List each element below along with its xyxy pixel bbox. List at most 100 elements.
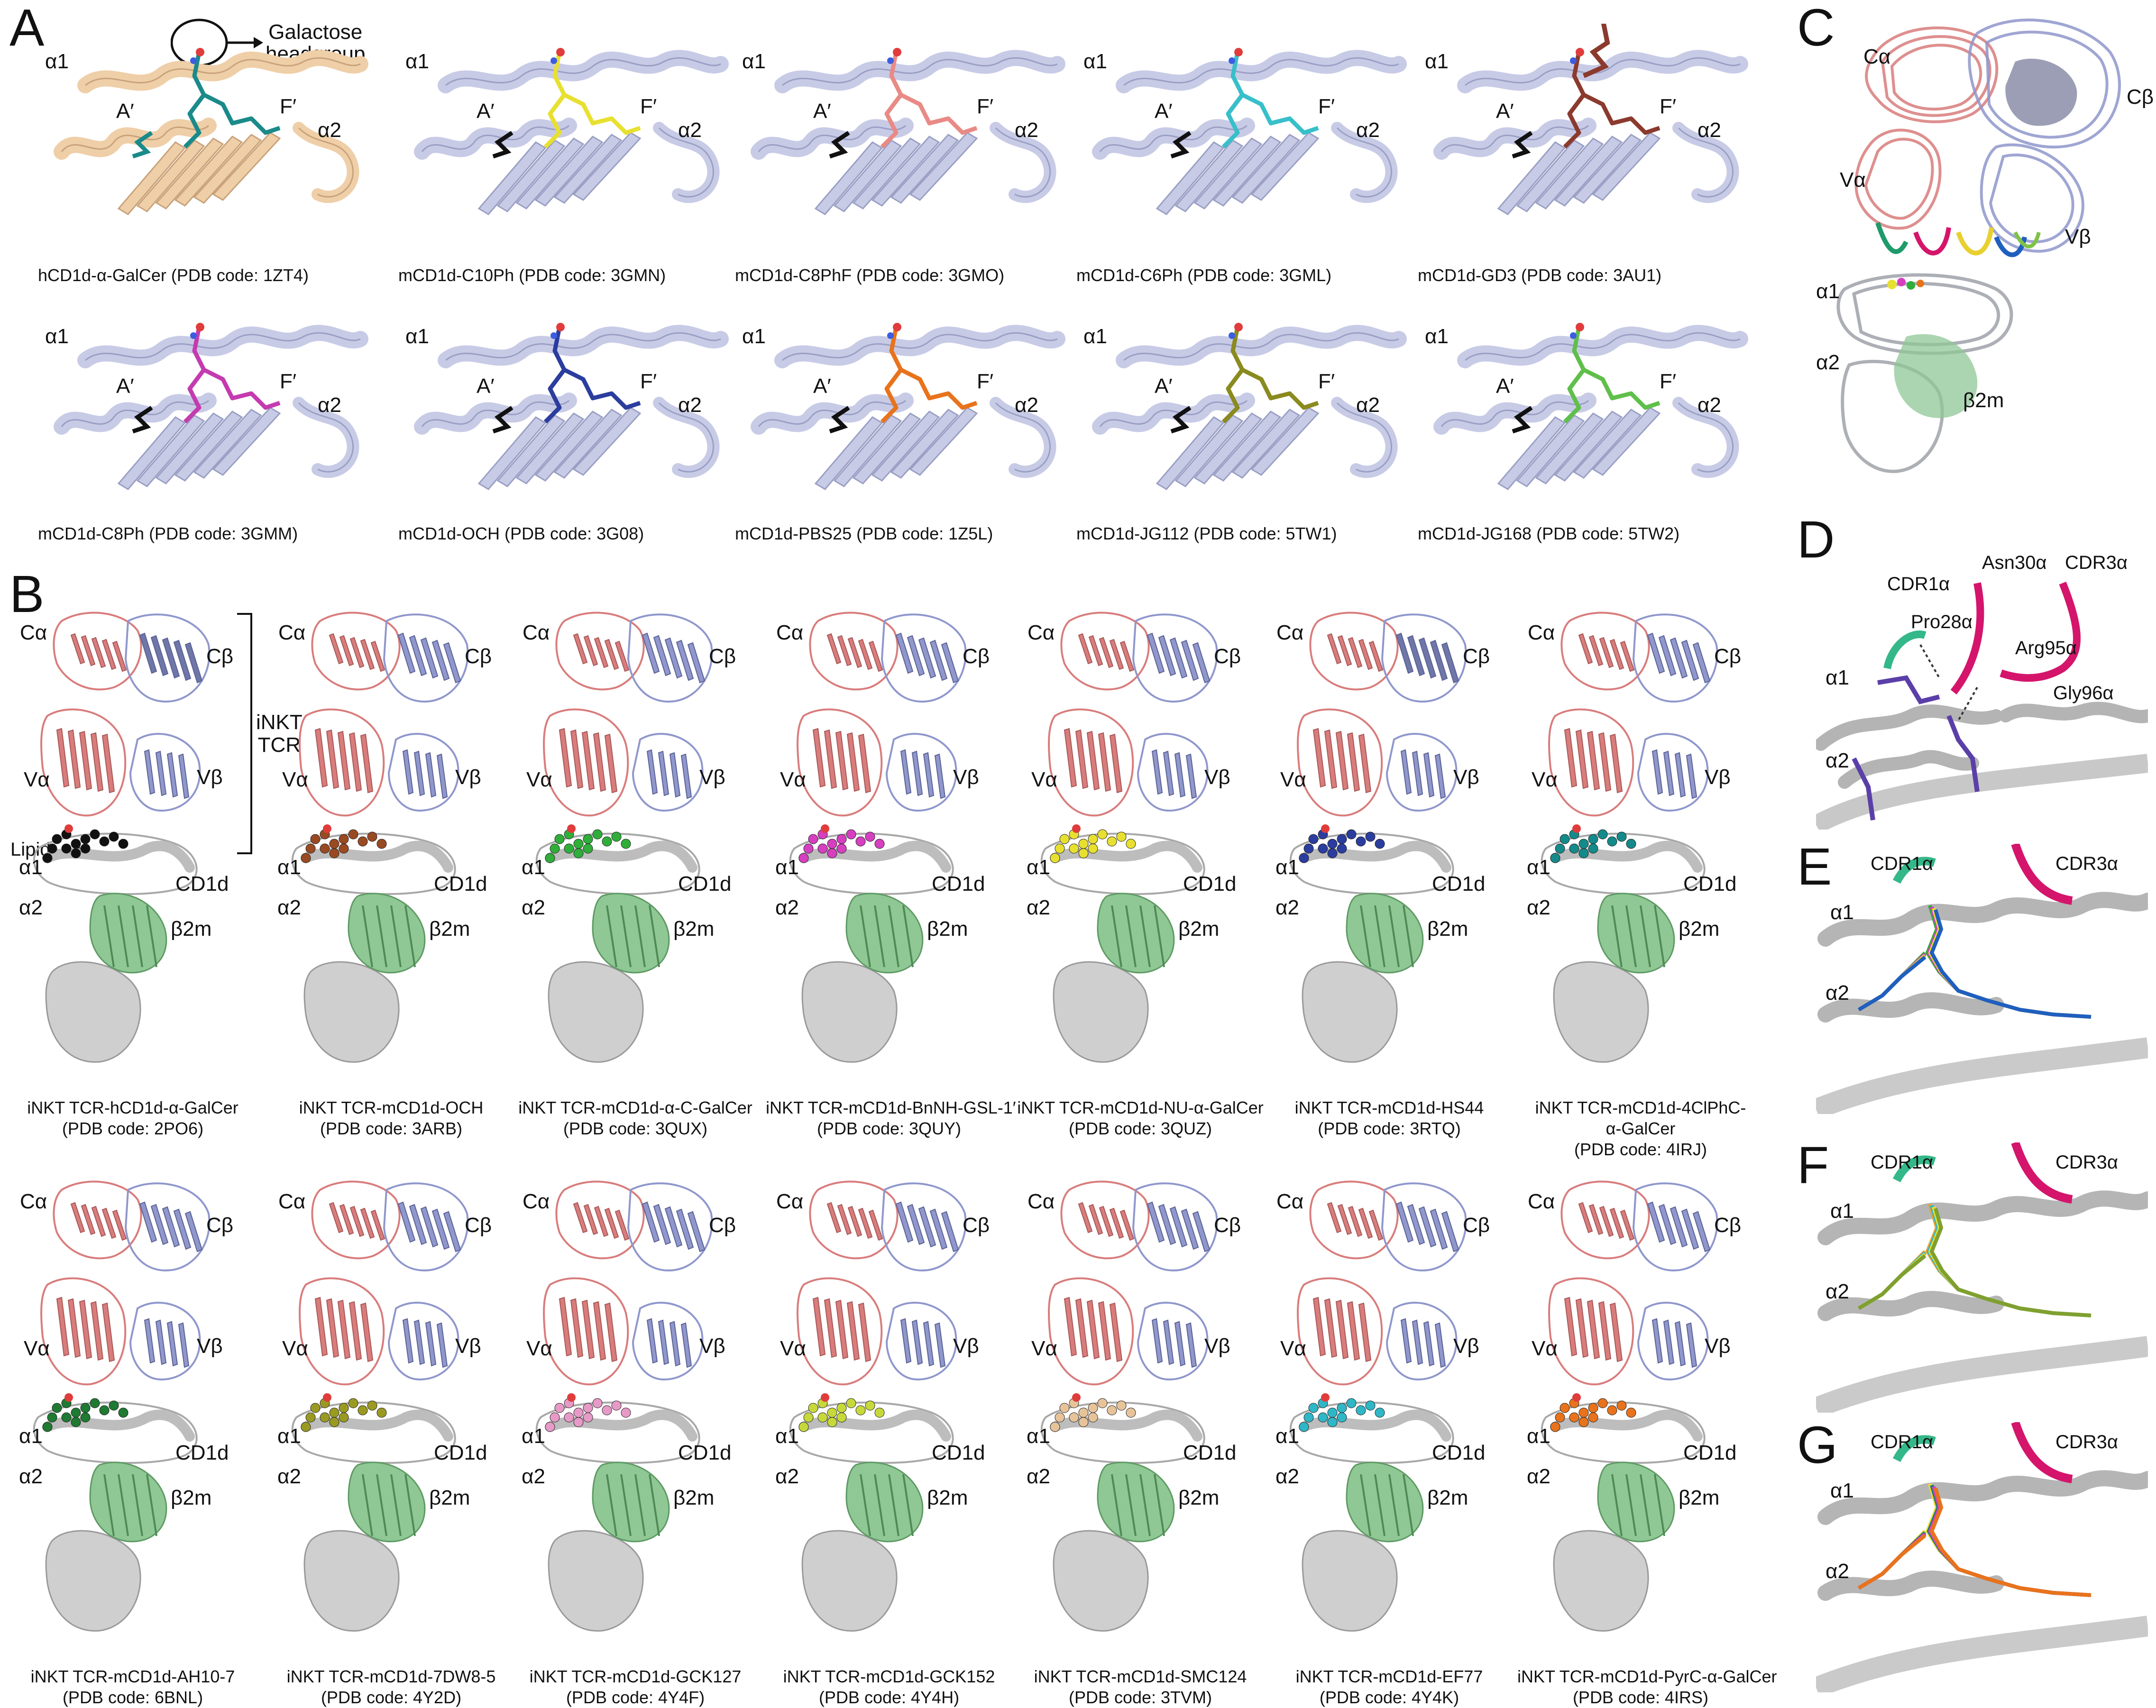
- panelF-label-a1: α1: [1830, 1199, 1854, 1223]
- a-label-f-pocket: F′: [1660, 370, 1677, 393]
- c-alpha-domain: [1309, 612, 1399, 691]
- beta-sheet-platform: [477, 132, 642, 215]
- d-label-asn: Asn30α: [1982, 552, 2047, 573]
- cd1d-structure-7: [414, 323, 729, 490]
- a-label-alpha1: α1: [1425, 325, 1449, 348]
- v-beta-domain: [387, 1302, 459, 1381]
- caption-line3: (PDB code: 4IRJ): [1574, 1140, 1707, 1159]
- b-label-b2m: β2m: [1679, 1486, 1720, 1509]
- panelE-overlay: [1816, 844, 2148, 1114]
- b-label-cd1d: CD1d: [434, 872, 487, 895]
- cd1d-structure-8: [751, 323, 1065, 490]
- c-label-ca: Cα: [1863, 45, 1891, 68]
- c-label-a2: α2: [1816, 351, 1840, 374]
- a-label-alpha2: α2: [1697, 119, 1721, 142]
- c-beta-domain: [1632, 613, 1718, 703]
- bound-lipid: [545, 824, 631, 863]
- beta-sheet-platform: [477, 407, 642, 490]
- b-caption-11: iNKT TCR-mCD1d-GCK152 (PDB code: 4Y4H): [766, 1666, 1012, 1708]
- d-cdr1-loop: [1883, 630, 1927, 669]
- b-label-a1: α1: [1275, 856, 1299, 879]
- b-label-b2m: β2m: [1178, 1486, 1220, 1509]
- b-label-a2: α2: [775, 896, 799, 919]
- b-label-a2: α2: [1027, 1465, 1050, 1488]
- cd1d-structure-4: [1092, 48, 1407, 215]
- c-alpha-domain: [1309, 1180, 1399, 1260]
- d-residue-b: [1852, 757, 1875, 821]
- a-label-alpha1: α1: [1425, 50, 1449, 73]
- c-alpha-domain: [555, 1180, 645, 1260]
- b-caption-12: iNKT TCR-mCD1d-SMC124 (PDB code: 3TVM): [1017, 1666, 1264, 1708]
- b-label-a2: α2: [522, 1465, 545, 1488]
- a-caption-7: mCD1d-OCH (PDB code: 3G08): [398, 524, 644, 543]
- a-label-alpha1: α1: [742, 50, 766, 73]
- b-label-a2: α2: [1527, 1465, 1550, 1488]
- bound-lipid: [798, 1393, 885, 1432]
- c-alpha-domain: [1560, 1180, 1650, 1260]
- c-alpha-domain: [809, 1180, 899, 1260]
- c-beta-dense-core: [2005, 58, 2077, 126]
- c-beta-domain: [881, 1182, 967, 1272]
- caption-line2: (PDB code: 4Y4H): [818, 1688, 960, 1707]
- b-label-Cb: Cβ: [1463, 645, 1490, 668]
- c-alpha-domain: [1560, 612, 1650, 691]
- b-label-a2: α2: [522, 896, 545, 919]
- lipid-ligand: [1512, 24, 1661, 159]
- bound-lipid: [1550, 824, 1636, 863]
- caption-line2: (PDB code: 4Y4F): [566, 1688, 705, 1707]
- b-label-Ca: Cα: [20, 1190, 47, 1213]
- panelF-label-cdr3: CDR3α: [2055, 1152, 2119, 1173]
- c-alpha-domain: [311, 1180, 401, 1260]
- b-label-Ca: Cα: [1528, 1190, 1555, 1213]
- b-label-cd1d: CD1d: [434, 1441, 487, 1464]
- v-alpha-domain: [299, 1277, 385, 1386]
- v-beta-domain: [885, 1302, 957, 1381]
- b-label-Cb: Cβ: [206, 645, 234, 668]
- d-residue-a: [1946, 715, 1980, 792]
- b-caption-4: iNKT TCR-mCD1d-BnNH-GSL-1′ (PDB code: 3QU…: [766, 1097, 1016, 1139]
- caption-line2: α-GalCer: [1606, 1119, 1676, 1138]
- a-label-f-pocket: F′: [1318, 370, 1335, 393]
- b-label-b2m: β2m: [673, 1486, 715, 1509]
- b2m-domain: [1097, 1461, 1175, 1543]
- a-label-alpha2: α2: [1015, 119, 1038, 142]
- b-label-Vb: Vβ: [953, 766, 979, 789]
- b-label-b2m: β2m: [927, 917, 968, 941]
- bound-lipid: [301, 824, 387, 863]
- b-label-Cb: Cβ: [1714, 1214, 1742, 1237]
- v-beta-domain: [1637, 1302, 1709, 1381]
- a-label-alpha2: α2: [1697, 393, 1721, 417]
- tcr-complex-13: [1289, 1180, 1467, 1632]
- cdr3-loop: [2011, 844, 2073, 905]
- b-label-Vb: Vβ: [1204, 1334, 1230, 1358]
- b-label-a1: α1: [277, 856, 301, 879]
- cd1d-structure-10: [1433, 323, 1748, 490]
- c-beta-domain: [1132, 613, 1218, 703]
- b2m-domain: [1597, 1461, 1675, 1543]
- panel-letter-e: E: [1797, 838, 1832, 896]
- caption-line1: iNKT TCR-mCD1d-NU-α-GalCer: [1017, 1098, 1264, 1117]
- b-label-Va: Vα: [1031, 1337, 1057, 1360]
- b-label-cd1d: CD1d: [1183, 872, 1237, 895]
- bound-lipid: [1299, 824, 1385, 863]
- c-beta-domain: [1381, 613, 1467, 703]
- b2m-domain: [592, 1461, 670, 1543]
- v-beta-domain: [1385, 1302, 1458, 1381]
- a-caption-10: mCD1d-JG168 (PDB code: 5TW2): [1418, 524, 1680, 543]
- caption-line1: iNKT TCR-mCD1d-PyrC-α-GalCer: [1517, 1667, 1777, 1686]
- tcr-complex-8: [33, 1180, 211, 1632]
- b-label-Va: Vα: [780, 1337, 806, 1360]
- b-label-Ca: Cα: [776, 1190, 804, 1213]
- a-caption-4: mCD1d-C6Ph (PDB code: 3GML): [1076, 265, 1332, 285]
- a-label-alpha1: α1: [405, 325, 429, 348]
- b-label-a1: α1: [277, 1425, 301, 1448]
- a-label-a-pocket: A′: [116, 374, 134, 398]
- v-alpha-domain: [40, 708, 127, 817]
- a-label-alpha2: α2: [1015, 393, 1038, 417]
- beta-sheet-platform: [117, 132, 281, 215]
- b-label-a1: α1: [775, 1425, 799, 1448]
- b2m-domain: [89, 1461, 167, 1543]
- cdr1-loop: [1892, 1435, 1936, 1462]
- a-label-a-pocket: A′: [1496, 374, 1514, 398]
- b-label-Cb: Cβ: [1714, 645, 1742, 668]
